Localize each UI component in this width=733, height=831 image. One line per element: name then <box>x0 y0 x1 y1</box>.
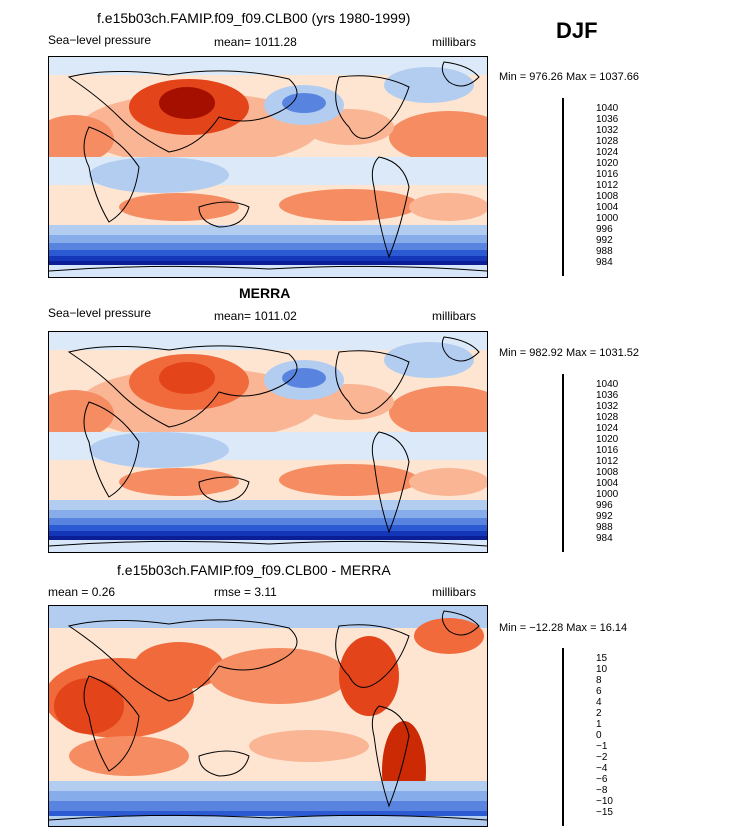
colorbar-tick-label: 2 <box>596 708 602 719</box>
colorbar-tick-label: 1040 <box>596 103 619 114</box>
colorbar-tick-label: 992 <box>596 235 613 246</box>
colorbar-tick-label: 1028 <box>596 412 619 423</box>
panel-3-units: millibars <box>432 585 477 599</box>
panel-3-map <box>48 605 488 827</box>
colorbar-tick-label: 984 <box>596 533 613 544</box>
colorbar-tick-label: 1024 <box>596 423 619 434</box>
colorbar-tick-label: 1020 <box>596 158 619 169</box>
colorbar-tick-label: 1016 <box>596 445 619 456</box>
colorbar-tick-label: 988 <box>596 522 613 533</box>
panel-1-title: f.e15b03ch.FAMIP.f09_f09.CLB00 (yrs 1980… <box>97 10 411 26</box>
colorbar-tick-label: 1016 <box>596 169 619 180</box>
panel-1-minmax: Min = 976.26 Max = 1037.66 <box>499 71 640 83</box>
colorbar-tick-label: 1032 <box>596 125 619 136</box>
colorbar-tick-label: 1008 <box>596 467 619 478</box>
panel-2-mean: mean= 1011.02 <box>214 309 297 323</box>
colorbar-tick-label: 1028 <box>596 136 619 147</box>
season-label: DJF <box>556 18 598 43</box>
panel-1-colorbar <box>562 98 564 276</box>
colorbar-tick-label: −4 <box>596 763 608 774</box>
panel-3-title: f.e15b03ch.FAMIP.f09_f09.CLB00 - MERRA <box>117 562 391 578</box>
colorbar-tick-label: 1020 <box>596 434 619 445</box>
colorbar-tick-label: 1 <box>596 719 602 730</box>
colorbar-tick-label: 1004 <box>596 478 619 489</box>
colorbar-tick-label: −2 <box>596 752 608 763</box>
panel-1-units: millibars <box>432 35 477 49</box>
panel-2-colorbar <box>562 374 564 552</box>
colorbar-tick-label: −15 <box>596 807 613 818</box>
colorbar-tick-label: 992 <box>596 511 613 522</box>
panel-1-variable-label: Sea−level pressure <box>48 33 152 47</box>
colorbar-tick-label: 1008 <box>596 191 619 202</box>
colorbar-tick-label: 1000 <box>596 213 619 224</box>
panel-2-title: MERRA <box>239 285 291 301</box>
colorbar-tick-label: 988 <box>596 246 613 257</box>
panel-2-map-svg <box>49 332 487 552</box>
colorbar-tick-label: 8 <box>596 675 602 686</box>
colorbar-tick-label: 1000 <box>596 489 619 500</box>
colorbar-tick-label: 0 <box>596 730 602 741</box>
colorbar-tick-label: 996 <box>596 500 613 511</box>
colorbar-tick-label: −6 <box>596 774 608 785</box>
colorbar-tick-label: 6 <box>596 686 602 697</box>
panel-3-minmax: Min = −12.28 Max = 16.14 <box>499 622 628 634</box>
panel-1-map-svg <box>49 57 487 277</box>
colorbar-tick-label: 1036 <box>596 390 619 401</box>
colorbar-tick-label: 1040 <box>596 379 619 390</box>
panel-3-map-svg <box>49 606 487 826</box>
panel-1-map <box>48 56 488 278</box>
colorbar-tick-label: 984 <box>596 257 613 268</box>
colorbar-tick-label: −10 <box>596 796 613 807</box>
panel-2-minmax: Min = 982.92 Max = 1031.52 <box>499 347 640 359</box>
colorbar-tick-label: 1024 <box>596 147 619 158</box>
colorbar-tick-label: 1004 <box>596 202 619 213</box>
panel-3-mean: mean = 0.26 <box>48 585 116 599</box>
colorbar-tick-label: 4 <box>596 697 602 708</box>
colorbar-tick-label: 15 <box>596 653 608 664</box>
colorbar-tick-label: 1012 <box>596 180 619 191</box>
panel-2-variable-label: Sea−level pressure <box>48 306 152 320</box>
panel-2-map <box>48 331 488 553</box>
panel-3-colorbar <box>562 648 564 826</box>
colorbar-tick-label: 10 <box>596 664 608 675</box>
colorbar-tick-label: 1032 <box>596 401 619 412</box>
colorbar-tick-label: −8 <box>596 785 608 796</box>
colorbar-tick-label: 1012 <box>596 456 619 467</box>
panel-2-units: millibars <box>432 309 477 323</box>
colorbar-tick-label: 996 <box>596 224 613 235</box>
colorbar-tick-label: −1 <box>596 741 608 752</box>
panel-3-rmse: rmse = 3.11 <box>214 585 277 599</box>
panel-1-mean: mean= 1011.28 <box>214 35 297 49</box>
colorbar-tick-label: 1036 <box>596 114 619 125</box>
